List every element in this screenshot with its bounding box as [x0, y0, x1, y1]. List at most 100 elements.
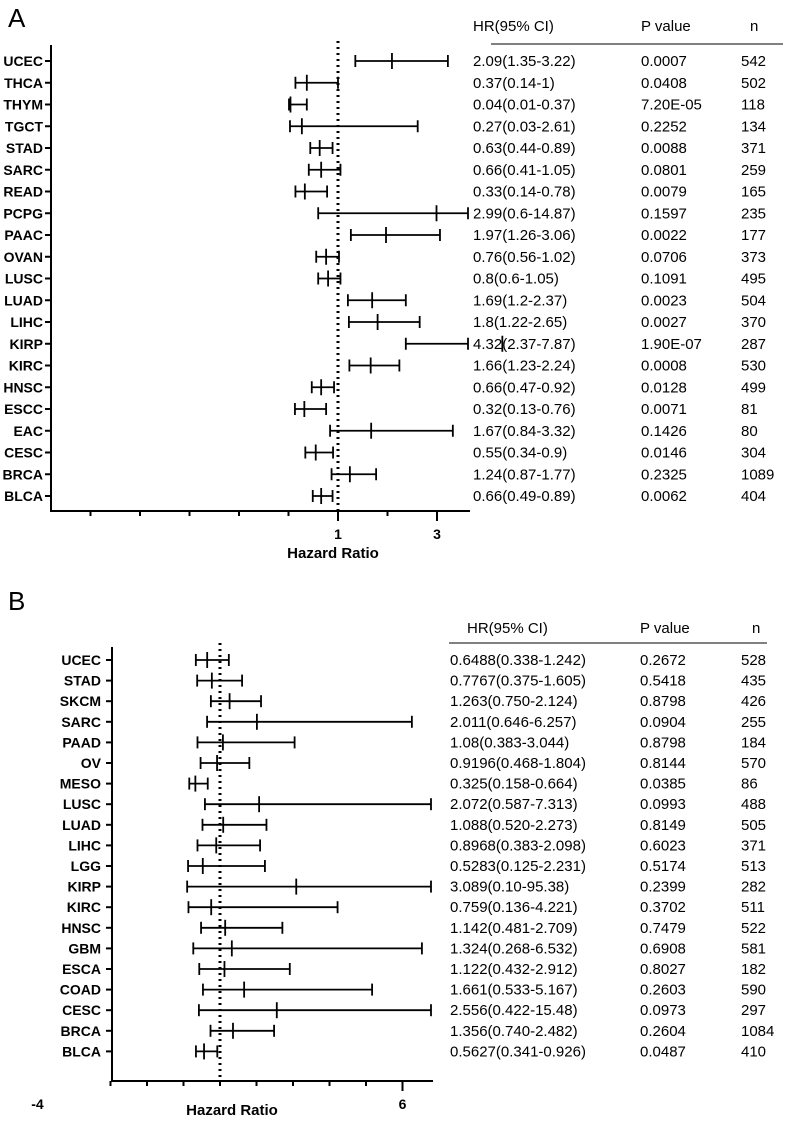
- row-kirp: KIRP 3.089(0.10-95.38) 0.2399 282: [68, 878, 766, 896]
- n-value: 505: [741, 817, 766, 834]
- n-value: 426: [741, 693, 766, 710]
- category-label: KIRC: [9, 358, 43, 374]
- p-value: 1.90E-07: [641, 336, 702, 353]
- p-value: 0.2672: [640, 652, 686, 669]
- hr-ci-value: 1.263(0.750-2.124): [450, 693, 578, 710]
- p-value: 0.0088: [641, 140, 687, 157]
- hr-ci-value: 2.011(0.646-6.257): [450, 714, 576, 731]
- category-label: LUAD: [4, 292, 43, 308]
- row-ucec: UCEC 0.6488(0.338-1.242) 0.2672 528: [61, 652, 766, 669]
- x-axis-label: Hazard Ratio: [287, 545, 379, 562]
- p-value: 0.8027: [640, 961, 686, 978]
- x-tick-label: 1: [334, 526, 342, 542]
- row-kirp: KIRP 4.32(2.37-7.87) 1.90E-07 287: [10, 335, 766, 353]
- row-lihc: LIHC 0.8968(0.383-2.098) 0.6023 371: [68, 837, 766, 854]
- hr-ci-value: 0.8968(0.383-2.098): [450, 837, 586, 854]
- hr-ci-value: 0.7767(0.375-1.605): [450, 673, 586, 690]
- hr-ci-value: 0.32(0.13-0.76): [473, 401, 576, 418]
- p-value: 0.0008: [641, 358, 687, 375]
- n-value: 235: [741, 205, 766, 222]
- row-gbm: GBM 1.324(0.268-6.532) 0.6908 581: [68, 940, 766, 957]
- category-label: SKCM: [60, 693, 101, 709]
- n-value: 530: [741, 358, 766, 375]
- hr-ci-value: 1.97(1.26-3.06): [473, 227, 576, 244]
- p-value: 0.0023: [641, 292, 687, 309]
- hr-ci-value: 1.661(0.533-5.167): [450, 982, 578, 999]
- hr-ci-value: 0.63(0.44-0.89): [473, 140, 576, 157]
- category-label: UCEC: [3, 53, 43, 69]
- x-tick-label: 3: [433, 526, 441, 542]
- p-value: 0.0071: [641, 401, 687, 418]
- category-label: READ: [3, 184, 43, 200]
- category-label: PCPG: [3, 205, 43, 221]
- row-sarc: SARC 2.011(0.646-6.257) 0.0904 255: [61, 713, 766, 731]
- p-value: 7.20E-05: [641, 97, 702, 114]
- n-value: 528: [741, 652, 766, 669]
- p-value: 0.0079: [641, 184, 687, 201]
- hr-ci-value: 4.32(2.37-7.87): [473, 336, 576, 353]
- category-label: ESCC: [4, 401, 43, 417]
- panel-letter: A: [8, 3, 26, 33]
- table-header-p-value: P value: [641, 18, 691, 35]
- hr-ci-value: 1.66(1.23-2.24): [473, 358, 576, 375]
- category-label: LIHC: [68, 837, 101, 853]
- n-value: 134: [741, 118, 766, 135]
- category-label: LUSC: [5, 271, 43, 287]
- hr-ci-value: 0.37(0.14-1): [473, 75, 555, 92]
- row-skcm: SKCM 1.263(0.750-2.124) 0.8798 426: [60, 693, 766, 710]
- p-value: 0.3702: [640, 899, 686, 916]
- p-value: 0.5174: [640, 858, 686, 875]
- row-kirc: KIRC 0.759(0.136-4.221) 0.3702 511: [67, 899, 765, 916]
- p-value: 0.6023: [640, 837, 686, 854]
- n-value: 184: [741, 734, 766, 751]
- row-thca: THCA 0.37(0.14-1) 0.0408 502: [4, 74, 766, 92]
- p-value: 0.2603: [640, 982, 686, 999]
- n-value: 259: [741, 162, 766, 179]
- hr-ci-value: 2.072(0.587-7.313): [450, 796, 578, 813]
- n-value: 371: [741, 837, 766, 854]
- row-coad: COAD 1.661(0.533-5.167) 0.2603 590: [60, 981, 766, 999]
- category-label: PAAD: [62, 734, 101, 750]
- p-value: 0.0904: [640, 714, 686, 731]
- category-label: CESC: [62, 1002, 101, 1018]
- row-sarc: SARC 0.66(0.41-1.05) 0.0801 259: [3, 161, 766, 179]
- n-value: 371: [741, 140, 766, 157]
- hr-ci-value: 0.27(0.03-2.61): [473, 118, 576, 135]
- n-value: 502: [741, 75, 766, 92]
- panel-b: B -4 6 Hazard Ratio HR(95% CI) P value n UCEC 0.…: [8, 586, 774, 1119]
- table-header-hr: HR(95% CI): [467, 620, 548, 637]
- hr-ci-value: 0.55(0.34-0.9): [473, 445, 567, 462]
- hr-ci-value: 1.69(1.2-2.37): [473, 292, 567, 309]
- row-tgct: TGCT 0.27(0.03-2.61) 0.2252 134: [5, 118, 766, 135]
- row-meso: MESO 0.325(0.158-0.664) 0.0385 86: [60, 775, 758, 793]
- p-value: 0.0993: [640, 796, 686, 813]
- row-eac: EAC 1.67(0.84-3.32) 0.1426 80: [13, 422, 758, 440]
- n-value: 287: [741, 336, 766, 353]
- table-header-n: n: [750, 18, 758, 35]
- n-value: 404: [741, 488, 766, 505]
- category-label: KIRC: [67, 899, 101, 915]
- category-label: THCA: [4, 75, 43, 91]
- n-value: 370: [741, 314, 766, 331]
- p-value: 0.1091: [641, 271, 687, 288]
- category-label: TGCT: [5, 118, 44, 134]
- hr-ci-value: 1.24(0.87-1.77): [473, 466, 576, 483]
- p-value: 0.0027: [641, 314, 687, 331]
- n-value: 81: [741, 401, 758, 418]
- n-value: 165: [741, 184, 766, 201]
- row-ov: OV 0.9196(0.468-1.804) 0.8144 570: [81, 755, 766, 772]
- category-label: LIHC: [10, 314, 43, 330]
- hr-ci-value: 1.324(0.268-6.532): [450, 940, 578, 957]
- p-value: 0.8144: [640, 755, 686, 772]
- hr-ci-value: 3.089(0.10-95.38): [450, 879, 569, 896]
- p-value: 0.1597: [641, 205, 687, 222]
- category-label: STAD: [6, 140, 43, 156]
- p-value: 0.0801: [641, 162, 687, 179]
- n-value: 373: [741, 249, 766, 266]
- p-value: 0.8798: [640, 734, 686, 751]
- row-brca: BRCA 1.24(0.87-1.77) 0.2325 1089: [3, 466, 774, 483]
- category-label: KIRP: [68, 879, 101, 895]
- n-value: 511: [741, 899, 765, 916]
- row-escc: ESCC 0.32(0.13-0.76) 0.0071 81: [4, 401, 758, 418]
- category-label: BRCA: [61, 1023, 101, 1039]
